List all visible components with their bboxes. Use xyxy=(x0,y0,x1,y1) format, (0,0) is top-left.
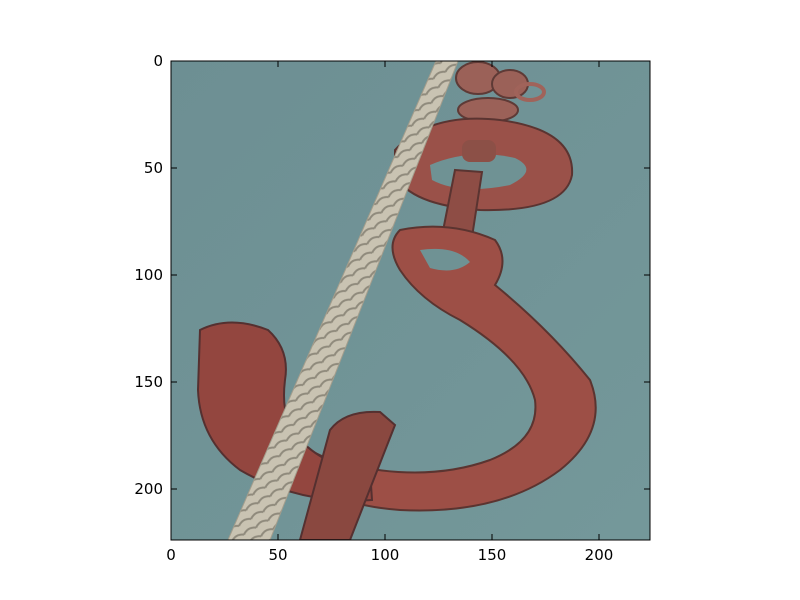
x-tick-label: 150 xyxy=(478,546,507,564)
rope xyxy=(227,61,459,540)
y-tick-label: 0 xyxy=(153,52,163,70)
x-axis xyxy=(170,61,600,540)
x-tick-label: 50 xyxy=(268,546,287,564)
x-tick-label: 200 xyxy=(585,546,614,564)
x-tick-labels: 0 50 100 150 200 xyxy=(166,546,613,564)
x-tick-label: 100 xyxy=(371,546,400,564)
y-axis xyxy=(171,60,650,490)
plot-frame xyxy=(170,60,651,541)
y-tick-label: 100 xyxy=(134,266,163,284)
x-tick-label: 0 xyxy=(166,546,176,564)
y-tick-label: 200 xyxy=(134,480,163,498)
photo xyxy=(171,61,650,540)
y-tick-label: 50 xyxy=(144,159,163,177)
y-tick-label: 150 xyxy=(134,373,163,391)
y-tick-labels: 0 50 100 150 200 xyxy=(134,52,163,498)
chain-links xyxy=(455,61,546,123)
